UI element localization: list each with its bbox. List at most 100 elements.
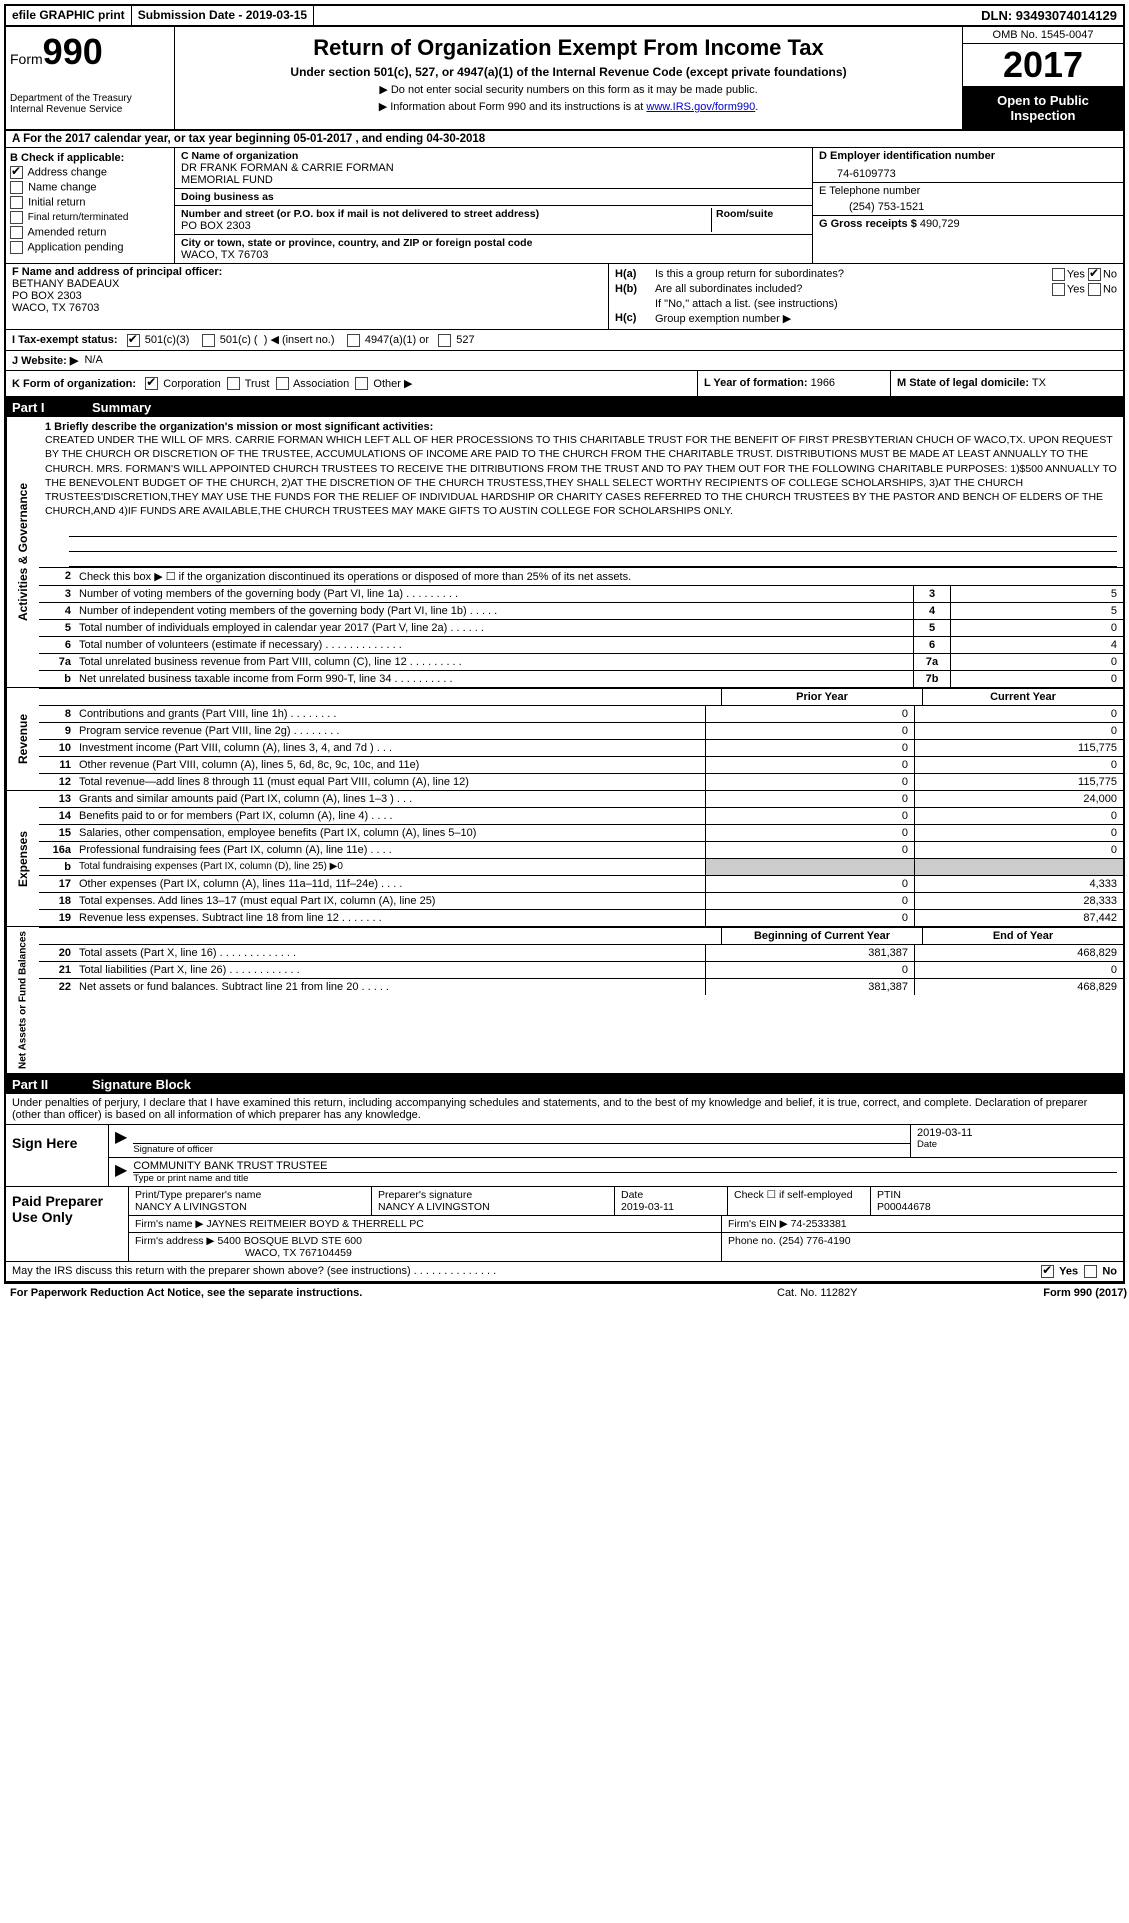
checkbox-name-change[interactable] [10, 181, 23, 194]
preparer-name-label: Print/Type preparer's name [135, 1189, 365, 1201]
officer-signature-field[interactable] [133, 1127, 910, 1144]
hc-label: H(c) [615, 312, 655, 325]
officer-label: F Name and address of principal officer: [12, 266, 222, 278]
ha-no[interactable] [1088, 268, 1101, 281]
catalog-number: Cat. No. 11282Y [777, 1287, 977, 1299]
officer-addr2: WACO, TX 76703 [12, 302, 99, 314]
part-i-header: Part I Summary [6, 398, 1123, 417]
cb-501c3[interactable] [127, 334, 140, 347]
block-fh: F Name and address of principal officer:… [6, 264, 1123, 330]
line-20: Total assets (Part X, line 16) . . . . .… [75, 945, 705, 961]
street-label: Number and street (or P.O. box if mail i… [181, 208, 707, 220]
box-b-title: B Check if applicable: [10, 152, 170, 164]
org-name-label: C Name of organization [181, 150, 806, 162]
header-right: OMB No. 1545-0047 2017 Open to Public In… [962, 27, 1123, 129]
checkbox-application-pending[interactable] [10, 241, 23, 254]
hb-no[interactable] [1088, 283, 1101, 296]
vtab-governance: Activities & Governance [6, 417, 39, 687]
ssn-warning: ▶ Do not enter social security numbers o… [183, 83, 954, 96]
receipts-value: 490,729 [920, 218, 960, 230]
name-arrow-icon: ▶ [115, 1160, 127, 1184]
org-name-2: MEMORIAL FUND [181, 174, 806, 186]
line-7a-desc: Total unrelated business revenue from Pa… [75, 654, 913, 670]
line-16a: Professional fundraising fees (Part IX, … [75, 842, 705, 858]
preparer-sig-label: Preparer's signature [378, 1189, 608, 1201]
hc-text: Group exemption number ▶ [655, 312, 1117, 325]
cb-trust[interactable] [227, 377, 240, 390]
self-employed-check[interactable]: Check ☐ if self-employed [728, 1187, 871, 1215]
checkbox-final-return[interactable] [10, 211, 23, 224]
line-8: Contributions and grants (Part VIII, lin… [75, 706, 705, 722]
room-label: Room/suite [716, 208, 806, 220]
preparer-name: NANCY A LIVINGSTON [135, 1201, 365, 1213]
form-number: 990 [43, 31, 103, 72]
blank-lines [39, 522, 1123, 567]
line-5-desc: Total number of individuals employed in … [75, 620, 913, 636]
ha-yes[interactable] [1052, 268, 1065, 281]
footer: For Paperwork Reduction Act Notice, see … [4, 1284, 1129, 1302]
line-6-val: 4 [950, 637, 1123, 653]
form-title: Return of Organization Exempt From Incom… [183, 35, 954, 61]
info-line: ▶ Information about Form 990 and its ins… [183, 100, 954, 113]
mission-label: 1 Briefly describe the organization's mi… [45, 421, 1117, 433]
checkbox-initial-return[interactable] [10, 196, 23, 209]
cb-other[interactable] [355, 377, 368, 390]
perjury-statement: Under penalties of perjury, I declare th… [6, 1094, 1123, 1125]
section-a-tax-year: A For the 2017 calendar year, or tax yea… [6, 131, 1123, 148]
preparer-date: 2019-03-11 [621, 1201, 721, 1213]
year-formation: 1966 [811, 377, 835, 389]
ha-label: H(a) [615, 268, 655, 281]
line-13: Grants and similar amounts paid (Part IX… [75, 791, 705, 807]
form-header: Form990 Department of the Treasury Inter… [6, 27, 1123, 131]
firm-phone: (254) 776-4190 [779, 1235, 851, 1247]
paperwork-notice: For Paperwork Reduction Act Notice, see … [10, 1287, 777, 1299]
tax-exempt-label: I Tax-exempt status: [12, 334, 118, 346]
website-value: N/A [84, 354, 102, 367]
current-year-header: Current Year [922, 689, 1123, 705]
box-f: F Name and address of principal officer:… [6, 264, 608, 329]
checkbox-amended[interactable] [10, 226, 23, 239]
cb-501c[interactable] [202, 334, 215, 347]
discuss-no[interactable] [1084, 1265, 1097, 1278]
line-2: Check this box ▶ ☐ if the organization d… [75, 568, 1123, 585]
checkbox-address-change[interactable] [10, 166, 23, 179]
line-4-desc: Number of independent voting members of … [75, 603, 913, 619]
line-17: Other expenses (Part IX, column (A), lin… [75, 876, 705, 892]
header-mid: Return of Organization Exempt From Incom… [175, 27, 962, 129]
ptin-label: PTIN [877, 1189, 1117, 1201]
irs-link[interactable]: www.IRS.gov/form990 [646, 101, 755, 113]
sign-arrow-icon: ▶ [115, 1127, 127, 1155]
revenue-section: Revenue Prior YearCurrent Year 8Contribu… [6, 688, 1123, 791]
tax-year: 2017 [963, 44, 1123, 87]
state-domicile: TX [1032, 377, 1046, 389]
officer-name-value: COMMUNITY BANK TRUST TRUSTEE [133, 1160, 1117, 1173]
cb-association[interactable] [276, 377, 289, 390]
ein-value: 74-6109773 [819, 162, 1117, 180]
vtab-revenue: Revenue [6, 688, 39, 790]
hb-note: If "No," attach a list. (see instruction… [615, 298, 1117, 310]
box-d: D Employer identification number 74-6109… [812, 148, 1123, 263]
row-i: I Tax-exempt status: 501(c)(3) 501(c) ( … [6, 330, 1123, 351]
hb-yes[interactable] [1052, 283, 1065, 296]
discuss-text: May the IRS discuss this return with the… [12, 1265, 1041, 1278]
begin-year-header: Beginning of Current Year [721, 928, 922, 944]
discuss-yes[interactable] [1041, 1265, 1054, 1278]
form-990-container: efile GRAPHIC print Submission Date - 20… [4, 4, 1125, 1284]
line-9: Program service revenue (Part VIII, line… [75, 723, 705, 739]
preparer-sig: NANCY A LIVINGSTON [378, 1201, 608, 1213]
line-3-desc: Number of voting members of the governin… [75, 586, 913, 602]
discuss-row: May the IRS discuss this return with the… [6, 1262, 1123, 1282]
dba-label: Doing business as [181, 191, 806, 203]
line-22: Net assets or fund balances. Subtract li… [75, 979, 705, 995]
officer-name: BETHANY BADEAUX [12, 278, 119, 290]
vtab-expenses: Expenses [6, 791, 39, 926]
officer-signature-label: Signature of officer [133, 1144, 910, 1155]
line-15: Salaries, other compensation, employee b… [75, 825, 705, 841]
cb-527[interactable] [438, 334, 451, 347]
box-b: B Check if applicable: Address change Na… [6, 148, 175, 263]
paid-preparer-label: Paid Preparer Use Only [6, 1187, 129, 1261]
row-k: K Form of organization: Corporation Trus… [6, 371, 1123, 399]
cb-corporation[interactable] [145, 377, 158, 390]
mission-text: CREATED UNDER THE WILL OF MRS. CARRIE FO… [45, 433, 1117, 518]
cb-4947[interactable] [347, 334, 360, 347]
